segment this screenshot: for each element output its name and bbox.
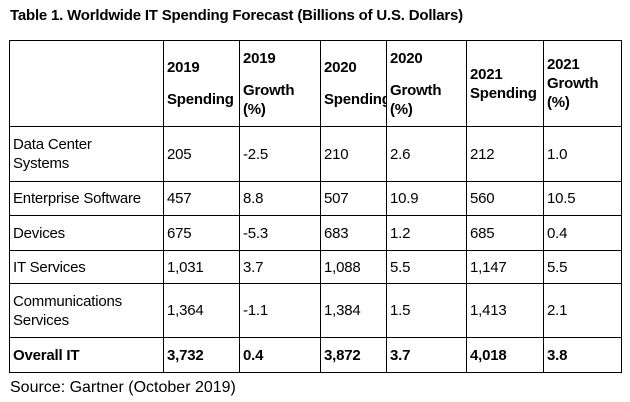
data-cell: 560 — [466, 181, 544, 216]
col-header-2019-spending: 2019 Spending — [163, 40, 240, 127]
data-cell: 1.0 — [543, 126, 622, 182]
data-cell: 675 — [163, 215, 240, 251]
header-line: Spending — [470, 84, 537, 102]
col-header-2020-spending: 2020 Spending — [320, 40, 387, 127]
header-line: 2019 — [243, 49, 276, 67]
data-cell: 3,732 — [163, 337, 240, 373]
header-line: 2021 — [547, 56, 580, 73]
source-note: Source: Gartner (October 2019) — [10, 379, 236, 396]
header-line: 2021 — [470, 65, 503, 83]
corner-cell — [9, 40, 164, 127]
data-cell: 2.1 — [543, 283, 622, 338]
table-row-overall-it: Overall IT 3,732 0.4 3,872 3.7 4,018 3.8 — [9, 337, 622, 373]
data-cell: 1,031 — [163, 250, 240, 284]
row-label: Enterprise Software — [9, 181, 164, 216]
data-cell: 10.5 — [543, 181, 622, 216]
header-line: Spending — [324, 91, 387, 108]
header-line: (%) — [243, 100, 266, 118]
header-line: (%) — [390, 100, 413, 118]
data-cell: 507 — [320, 181, 387, 216]
header-line: 2019 — [167, 59, 200, 76]
header-line: (%) — [547, 94, 570, 111]
table-row-enterprise-software: Enterprise Software 457 8.8 507 10.9 560… — [9, 181, 622, 216]
col-header-2019-growth: 2019 Growth (%) — [239, 40, 321, 127]
data-cell: 685 — [466, 215, 544, 251]
data-cell: 1,147 — [466, 250, 544, 284]
data-cell: 0.4 — [239, 337, 321, 373]
data-cell: -1.1 — [239, 283, 321, 338]
table-row-communications-services: Communications Services 1,364 -1.1 1,384… — [9, 283, 622, 338]
it-spending-forecast-table: 2019 Spending 2019 Growth (%) 2020 Spend… — [9, 40, 622, 373]
data-cell: 1.2 — [386, 215, 467, 251]
data-cell: 8.8 — [239, 181, 321, 216]
data-cell: -5.3 — [239, 215, 321, 251]
col-header-2021-growth: 2021 Growth (%) — [543, 40, 622, 127]
header-line: Growth — [243, 81, 295, 99]
data-cell: 212 — [466, 126, 544, 182]
data-cell: -2.5 — [239, 126, 321, 182]
data-cell: 3.8 — [543, 337, 622, 373]
header-line: 2020 — [324, 59, 357, 76]
data-cell: 5.5 — [543, 250, 622, 284]
data-cell: 1,413 — [466, 283, 544, 338]
data-cell: 1,384 — [320, 283, 387, 338]
row-label: Communications Services — [9, 283, 164, 338]
header-row: 2019 Spending 2019 Growth (%) 2020 Spend… — [9, 40, 622, 127]
col-header-2021-spending: 2021 Spending — [466, 40, 544, 127]
data-cell: 4,018 — [466, 337, 544, 373]
data-cell: 10.9 — [386, 181, 467, 216]
row-label: Devices — [9, 215, 164, 251]
table-row-it-services: IT Services 1,031 3.7 1,088 5.5 1,147 5.… — [9, 250, 622, 284]
data-cell: 457 — [163, 181, 240, 216]
data-cell: 1.5 — [386, 283, 467, 338]
row-label: Overall IT — [9, 337, 164, 373]
data-cell: 210 — [320, 126, 387, 182]
data-cell: 3,872 — [320, 337, 387, 373]
table-row-devices: Devices 675 -5.3 683 1.2 685 0.4 — [9, 215, 622, 251]
table-title: Table 1. Worldwide IT Spending Forecast … — [10, 7, 463, 24]
data-cell: 5.5 — [386, 250, 467, 284]
data-cell: 205 — [163, 126, 240, 182]
data-cell: 3.7 — [386, 337, 467, 373]
row-label: Data Center Systems — [9, 126, 164, 182]
data-cell: 3.7 — [239, 250, 321, 284]
data-cell: 1,088 — [320, 250, 387, 284]
header-line: Growth — [547, 75, 599, 92]
header-line: Spending — [167, 91, 234, 108]
data-cell: 1,364 — [163, 283, 240, 338]
table-row-data-center-systems: Data Center Systems 205 -2.5 210 2.6 212… — [9, 126, 622, 182]
header-line: 2020 — [390, 49, 423, 67]
col-header-2020-growth: 2020 Growth (%) — [386, 40, 467, 127]
data-cell: 2.6 — [386, 126, 467, 182]
data-cell: 683 — [320, 215, 387, 251]
header-line: Growth — [390, 81, 442, 99]
row-label: IT Services — [9, 250, 164, 284]
data-cell: 0.4 — [543, 215, 622, 251]
